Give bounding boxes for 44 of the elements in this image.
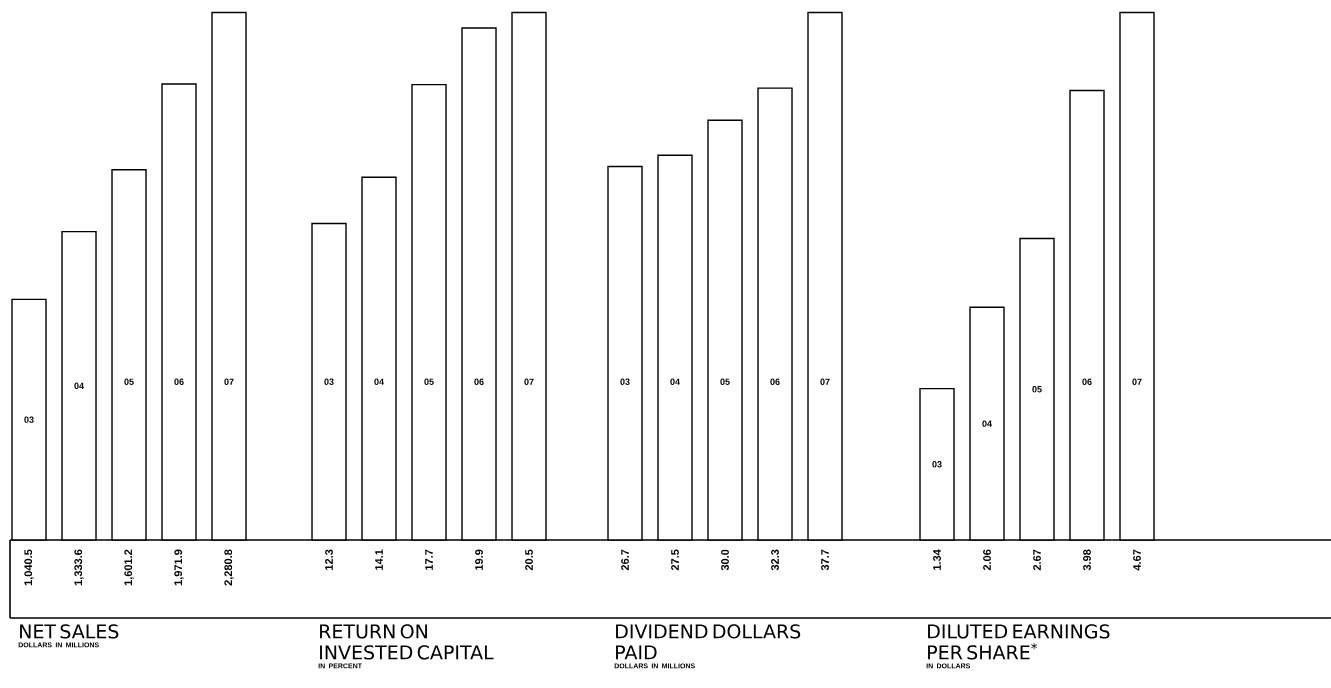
data-label: 2,280.8 <box>224 549 234 586</box>
data-label: 30.0 <box>721 549 729 571</box>
data-label: 4.67 <box>1133 549 1141 571</box>
data-label: 14.1 <box>375 549 383 570</box>
data-label: 1,601.2 <box>124 549 134 586</box>
x-tick-label: 03 <box>620 378 630 385</box>
x-tick-label: 07 <box>524 378 534 385</box>
x-tick-label: 05 <box>1032 386 1042 393</box>
text: DIVIDEND DOLLARS PAID <box>616 624 801 660</box>
text: NET SALES <box>20 624 119 639</box>
x-tick-label: 03 <box>24 416 34 423</box>
data-label: 26.7 <box>621 549 629 571</box>
x-tick-label: 06 <box>474 378 484 385</box>
data-label: 2.06 <box>983 549 991 571</box>
text: DILUTED EARNINGS PER SHARE$^{*}$ <box>928 624 1110 660</box>
x-tick-label: 04 <box>982 420 992 427</box>
data-label: 1,040.5 <box>24 549 34 586</box>
x-tick-label: 04 <box>374 378 384 385</box>
x-tick-label: 03 <box>932 461 942 468</box>
data-label: 3.98 <box>1083 549 1091 571</box>
x-tick-label: 07 <box>1132 378 1142 385</box>
data-label: 19.9 <box>475 549 483 570</box>
data-label: 27.5 <box>671 549 679 571</box>
x-tick-label: 06 <box>770 378 780 385</box>
data-label: 2.67 <box>1033 549 1041 571</box>
data-label: 1.34 <box>933 549 941 570</box>
data-label: 20.5 <box>525 549 533 571</box>
data-label: 17.7 <box>425 549 433 570</box>
data-label: 1,971.9 <box>174 549 184 586</box>
x-tick-label: 03 <box>324 378 334 385</box>
data-label: 12.3 <box>325 549 333 570</box>
x-tick-label: 04 <box>670 378 680 385</box>
data-label: 1,333.6 <box>74 549 84 586</box>
x-tick-label: 07 <box>224 378 234 385</box>
text: RETURN ON INVESTED CAPITAL <box>320 624 494 660</box>
x-tick-label: 05 <box>424 378 434 385</box>
x-tick-label: 05 <box>720 378 730 385</box>
data-label: 37.7 <box>821 549 829 571</box>
data-label: 32.3 <box>771 549 779 571</box>
x-tick-label: 06 <box>174 378 184 385</box>
x-tick-label: 07 <box>820 378 830 385</box>
x-tick-label: 06 <box>1082 378 1092 385</box>
x-tick-label: 04 <box>74 382 84 389</box>
x-tick-label: 05 <box>124 378 134 385</box>
